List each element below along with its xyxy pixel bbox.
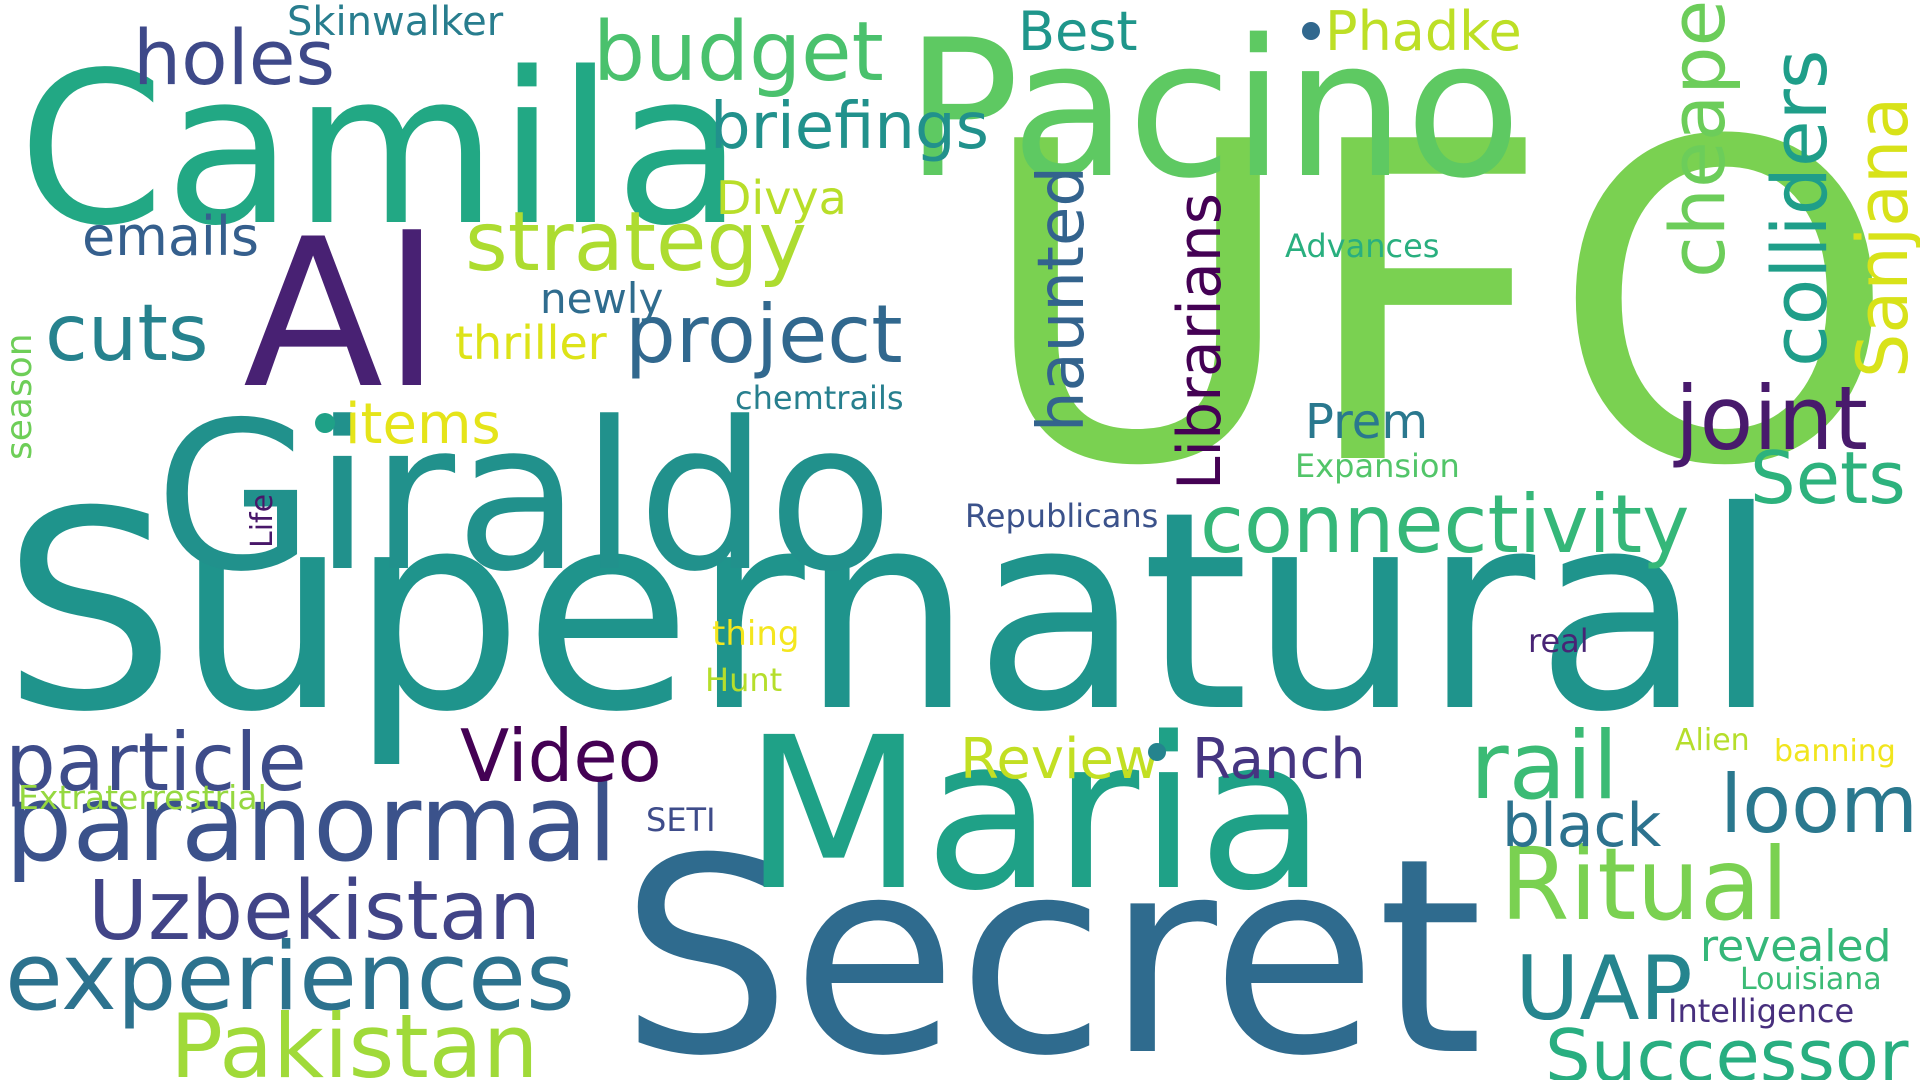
word-republicans: Republicans: [965, 497, 1159, 535]
cloud-dot: [1302, 22, 1320, 40]
word-giraldo: Giraldo: [155, 379, 894, 617]
word-advances: Advances: [1285, 227, 1440, 265]
word-thriller: items: [345, 392, 501, 457]
word-paranormal: paranormal: [5, 762, 618, 885]
word-emails: newly: [540, 274, 664, 323]
word-haunted: Librarians: [1165, 192, 1235, 490]
word-phadke: Best: [1018, 0, 1138, 63]
word-best: briefings: [710, 90, 989, 164]
word-sets: Sets: [1750, 436, 1906, 520]
word-uap: UAP: [1515, 937, 1693, 1040]
word-revealed: revealed: [1700, 921, 1892, 972]
word-cheaper: colliders: [1755, 49, 1844, 367]
word-rail: rail: [1470, 712, 1619, 821]
word-holes: holes: [133, 13, 336, 102]
word-particle: particle: [5, 716, 307, 809]
word-joint: joint: [1675, 367, 1869, 470]
word-extraterrestrial: Extraterrestrial: [18, 778, 267, 817]
word-louisiana: Louisiana: [1740, 962, 1882, 997]
word-real: real: [1528, 622, 1589, 660]
word-experiences: experiences: [5, 923, 575, 1032]
word-colliders: Sanjana: [1842, 96, 1920, 378]
word-project: project: [625, 288, 903, 381]
word-al: Al: [243, 196, 441, 434]
word-ranch: Prem: [1305, 394, 1429, 450]
word-strategy: strategy: [465, 195, 808, 290]
word-video: Video: [460, 714, 662, 798]
word-banning: banning: [1774, 734, 1896, 769]
word-life: Life: [245, 493, 280, 548]
word-season: season: [0, 333, 40, 460]
word-librarians: Phadke: [1325, 0, 1522, 63]
word-supernatural: Supernatural: [2, 453, 1780, 772]
word-pacino: Pacino: [905, 0, 1522, 220]
word-briefings: Divya: [716, 171, 847, 225]
word-secret: Secret: [620, 800, 1483, 1080]
word-camila: Camila: [18, 27, 744, 272]
word-cuts: cuts: [45, 289, 209, 379]
word-sanjana: haunted: [1025, 166, 1099, 432]
word-pakistan: Pakistan: [170, 995, 539, 1080]
word-ritual: Ritual: [1500, 826, 1789, 943]
word-skinwalker: Skinwalker: [287, 0, 504, 45]
word-hunt: Hunt: [705, 661, 783, 699]
word-thing: thing: [712, 614, 800, 654]
word-seti: SETI: [646, 801, 716, 839]
word-loom: loom: [1720, 758, 1919, 851]
word-review: Ranch: [1192, 727, 1366, 792]
word-newly: thriller: [455, 316, 607, 370]
word-connectivity: connectivity: [1200, 478, 1690, 571]
word-uzbekistan: Uzbekistan: [88, 864, 541, 959]
word-expansion: Expansion: [1295, 447, 1460, 485]
word-divya: emails: [82, 205, 260, 268]
word-maria: Maria: [743, 692, 1327, 937]
word-intelligence: Intelligence: [1668, 992, 1855, 1030]
word-successor: Successor: [1545, 1014, 1909, 1080]
word-items: Review: [960, 727, 1160, 792]
word-alien: Alien: [1675, 723, 1750, 758]
word-ufo: UFO: [976, 50, 1898, 562]
word-chemtrails: chemtrails: [735, 379, 904, 417]
word-black: cheaper: [1653, 0, 1742, 278]
word-prem: black: [1502, 791, 1662, 861]
cloud-dot: [315, 413, 335, 433]
word-budget: budget: [593, 5, 884, 100]
cloud-dot: [1148, 743, 1166, 761]
